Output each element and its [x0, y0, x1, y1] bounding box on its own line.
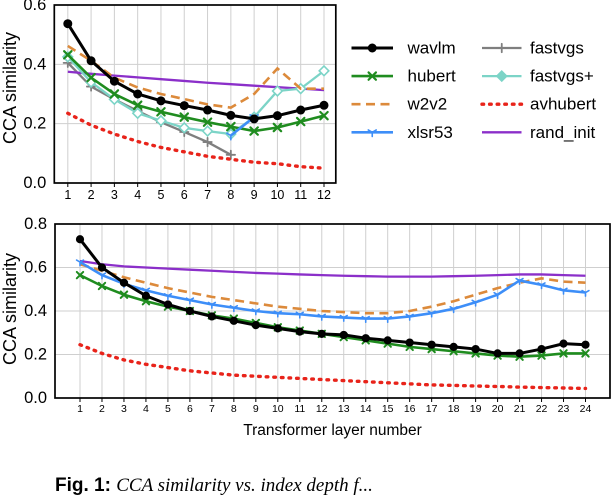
- svg-text:wavlm: wavlm: [407, 39, 456, 58]
- svg-text:fastvgs: fastvgs: [530, 39, 584, 58]
- svg-text:16: 16: [404, 403, 416, 415]
- svg-text:10: 10: [270, 188, 284, 202]
- svg-text:18: 18: [448, 403, 460, 415]
- svg-text:10: 10: [272, 403, 284, 415]
- svg-text:3: 3: [121, 403, 127, 415]
- svg-text:0.4: 0.4: [24, 302, 47, 320]
- svg-text:7: 7: [209, 403, 215, 415]
- svg-text:hubert: hubert: [408, 67, 456, 86]
- svg-text:12: 12: [317, 188, 331, 202]
- svg-text:2: 2: [99, 403, 105, 415]
- svg-text:22: 22: [536, 403, 548, 415]
- svg-text:14: 14: [360, 403, 372, 415]
- svg-text:3: 3: [111, 188, 118, 202]
- svg-text:rand_init: rand_init: [530, 123, 595, 142]
- svg-text:7: 7: [204, 188, 211, 202]
- svg-text:1: 1: [77, 403, 83, 415]
- svg-text:0.8: 0.8: [24, 215, 47, 233]
- svg-text:6: 6: [181, 188, 188, 202]
- svg-text:6: 6: [187, 403, 193, 415]
- svg-text:8: 8: [227, 188, 234, 202]
- svg-text:12: 12: [316, 403, 328, 415]
- svg-text:0.0: 0.0: [23, 174, 46, 192]
- svg-text:4: 4: [134, 188, 141, 202]
- svg-text:15: 15: [382, 403, 394, 415]
- svg-text:11: 11: [294, 188, 307, 202]
- svg-text:11: 11: [294, 403, 305, 415]
- svg-text:8: 8: [231, 403, 237, 415]
- svg-text:2: 2: [88, 188, 95, 202]
- svg-text:1: 1: [64, 188, 71, 202]
- svg-text:0.6: 0.6: [23, 0, 46, 14]
- svg-text:0.6: 0.6: [24, 259, 47, 277]
- svg-text:fastvgs+: fastvgs+: [530, 67, 594, 86]
- svg-text:17: 17: [426, 403, 438, 415]
- svg-text:21: 21: [514, 403, 526, 415]
- svg-text:13: 13: [338, 403, 350, 415]
- svg-text:23: 23: [558, 403, 570, 415]
- svg-text:4: 4: [143, 403, 149, 415]
- svg-text:0.2: 0.2: [23, 115, 46, 133]
- svg-text:5: 5: [165, 403, 171, 415]
- svg-text:20: 20: [492, 403, 504, 415]
- svg-text:0.2: 0.2: [24, 346, 47, 364]
- svg-text:9: 9: [251, 188, 258, 202]
- svg-text:w2v2: w2v2: [407, 95, 448, 114]
- svg-text:xlsr53: xlsr53: [408, 123, 453, 142]
- svg-text:5: 5: [157, 188, 164, 202]
- svg-text:24: 24: [580, 403, 592, 415]
- svg-text:9: 9: [253, 403, 259, 415]
- svg-text:0.0: 0.0: [24, 389, 47, 407]
- svg-text:avhubert: avhubert: [530, 95, 596, 114]
- svg-text:19: 19: [470, 403, 482, 415]
- svg-text:0.4: 0.4: [23, 55, 46, 73]
